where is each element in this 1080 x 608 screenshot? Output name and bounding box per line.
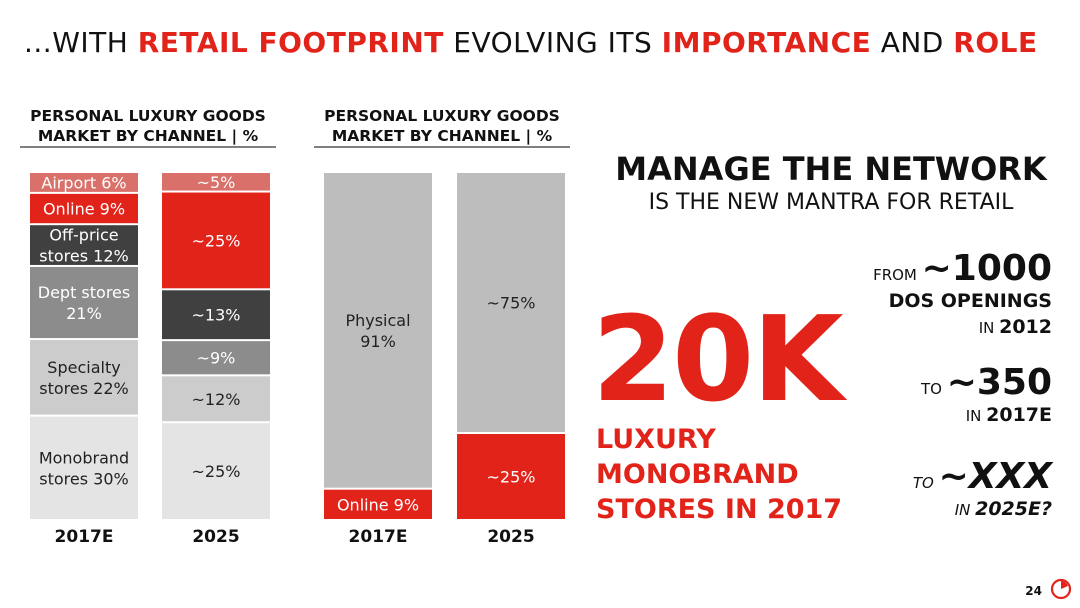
chart-2-data-label: Online 9% [337,495,419,514]
big-stat-line: STORES IN 2017 [596,494,843,525]
chart-1-title-line: PERSONAL LUXURY GOODS [30,107,266,125]
page-number: 24 [1025,584,1042,598]
chart-2-data-label: ~25% [487,468,536,487]
stat-prefix: TO [920,380,947,398]
headline-part-highlight: ROLE [953,26,1038,59]
chart-1-data-label: ~25% [192,231,241,250]
chart-1-bar-segment [30,173,138,192]
headline-part-highlight: RETAIL FOOTPRINT [137,26,444,59]
chart-1-data-label: Airport 6% [41,173,126,192]
chart-1-x-tick-label: 2017E [55,527,114,547]
chart-1-data-label: ~5% [197,173,236,192]
big-stat-line: LUXURY [596,424,716,455]
chart-1-data-label: ~12% [192,390,241,409]
chart-1-bar-segment [162,341,270,375]
stat-to-350: TO ~350 [921,362,1052,403]
chart-1-bar-segment [162,376,270,422]
chart-2-physical-vs-online: Online 9% Physical 91% 2017E ~25% ~75% 2025 [324,173,565,547]
chart-2-title: PERSONAL LUXURY GOODS MARKET BY CHANNEL … [314,106,570,146]
chart-1-divider [20,146,276,148]
chart-2-title-line: MARKET BY CHANNEL | % [331,127,553,145]
mantra-title: MANAGE THE NETWORK [615,150,1047,188]
chart-1-data-label: ~25% [192,462,241,481]
headline-part: AND [871,26,954,59]
chart-1-bar-segment [162,173,270,191]
chart-1-data-label: Off-price stores 12% [39,226,128,266]
headline-part-highlight: IMPORTANCE [661,26,872,59]
chart-2-bar-segment [457,173,565,432]
chart-2-divider [314,146,570,148]
stat-value: ~XXX [938,456,1052,497]
stat-in-prefix: IN [978,319,1000,337]
chart-2-title-line: PERSONAL LUXURY GOODS [324,107,560,125]
chart-1-bar-segment [30,225,138,265]
big-stat-description: LUXURY MONOBRAND STORES IN 2017 [596,422,842,527]
chart-2-x-tick-label: 2025 [487,527,534,547]
chart-1-bar-segment [162,423,270,519]
stat-year: 2012 [999,316,1052,338]
stat-value: ~350 [946,362,1052,403]
stat-value: ~1000 [921,248,1052,289]
stat-dos-openings: DOS OPENINGS [888,290,1052,312]
big-stat-line: MONOBRAND [596,459,799,490]
chart-2-bar-segment [324,173,432,488]
chart-2-bar-segment [457,434,565,519]
stat-from-1000: FROM ~1000 [873,248,1052,289]
chart-1-bar-segment [30,193,138,224]
chart-1-bar-segment [30,416,138,519]
stat-year: 2017E [986,404,1052,426]
stat-year-2012: IN 2012 [979,316,1052,338]
chart-1-data-label: Online 9% [43,200,125,219]
stat-year: 2025E? [975,498,1052,520]
chart-1-bar-segment [30,266,138,339]
chart-2-bar-segment [324,489,432,519]
chart-1-title-line: MARKET BY CHANNEL | % [37,127,259,145]
stat-in-prefix: IN [965,407,987,425]
stat-in-prefix: IN [954,501,976,519]
chart-2-data-label: ~75% [487,294,536,313]
chart-2-data-label: Physical 91% [345,311,410,351]
chart-1-x-tick-label: 2025 [192,527,239,547]
stat-year-2017e: IN 2017E [966,404,1052,426]
chart-1-bar-segment [162,192,270,289]
chart-1-title: PERSONAL LUXURY GOODS MARKET BY CHANNEL … [20,106,276,146]
big-stat-number: 20K [592,290,844,428]
headline-part: EVOLVING ITS [443,26,662,59]
chart-1-channel-mix: Monobrand stores 30% Specialty stores 22% De… [30,173,270,547]
stat-prefix: FROM [873,266,922,284]
headline-part: ...WITH [24,26,138,59]
stat-prefix: TO [912,474,939,492]
chart-1-data-label: Dept stores 21% [38,283,130,323]
chart-1-data-label: Monobrand stores 30% [39,448,129,488]
chart-1-data-label: ~9% [197,349,236,368]
stat-to-xxx: TO ~XXX [913,456,1052,497]
logo-icon [1050,578,1072,600]
mantra-subtitle: IS THE NEW MANTRA FOR RETAIL [648,190,1014,215]
chart-1-bar-segment [162,290,270,340]
chart-2-x-tick-label: 2017E [349,527,408,547]
chart-1-data-label: Specialty stores 22% [39,358,128,398]
chart-1-data-label: ~13% [192,306,241,325]
stat-year-2025e: IN 2025E? [955,498,1052,520]
page-headline: ...WITH RETAIL FOOTPRINT EVOLVING ITS IM… [24,26,1038,59]
chart-1-bar-segment [30,340,138,415]
